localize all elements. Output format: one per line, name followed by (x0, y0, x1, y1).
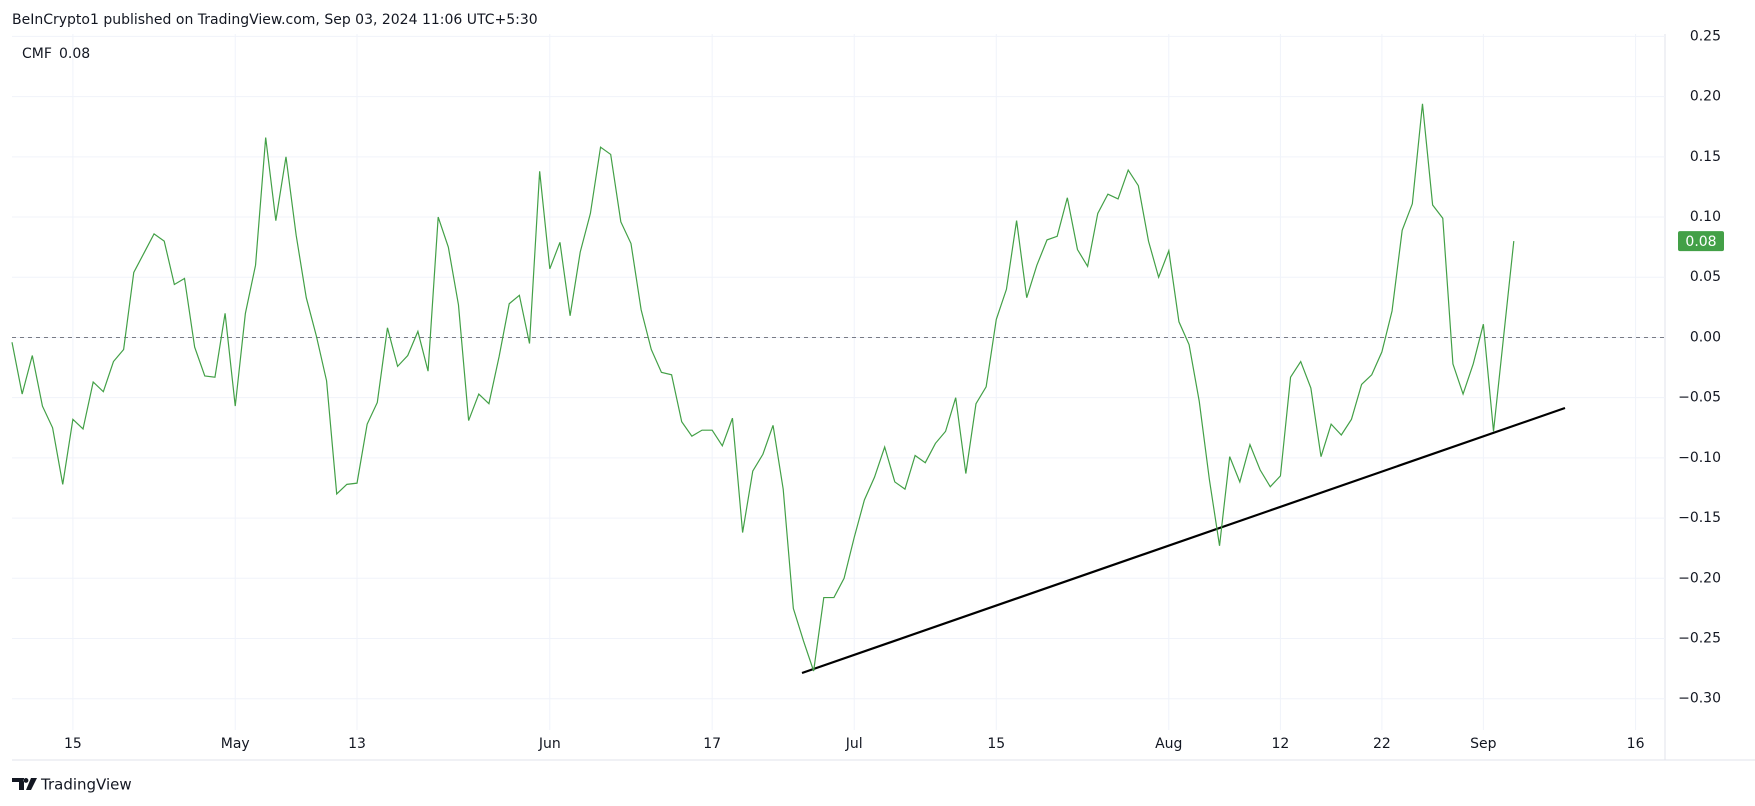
x-tick-label: Jun (538, 736, 561, 752)
y-tick-label: −0.30 (1678, 691, 1721, 707)
legend-value: 0.08 (59, 46, 90, 62)
y-tick-label: −0.20 (1678, 570, 1721, 586)
y-tick-label: 0.20 (1690, 89, 1721, 105)
y-tick-label: −0.10 (1678, 450, 1721, 466)
x-tick-label: 15 (987, 736, 1005, 752)
x-tick-label: 17 (703, 736, 721, 752)
x-tick-label: 16 (1627, 736, 1645, 752)
cmf-line (11, 103, 1515, 672)
x-tick-label: 22 (1373, 736, 1391, 752)
y-tick-label: 0.00 (1690, 329, 1721, 345)
y-tick-label: 0.15 (1690, 149, 1721, 165)
y-tick-label: −0.15 (1678, 510, 1721, 526)
logo (12, 778, 37, 790)
x-tick-label: Aug (1155, 736, 1182, 752)
y-tick-label: 0.25 (1690, 28, 1721, 44)
last-value-badge (1678, 231, 1724, 252)
y-tick-label: 0.05 (1690, 269, 1721, 285)
x-tick-label: 12 (1272, 736, 1290, 752)
grid (12, 34, 1665, 730)
legend-label: CMF (22, 46, 52, 62)
x-tick-label: May (221, 736, 250, 752)
y-tick-label: −0.05 (1678, 390, 1721, 406)
y-tick-label: −0.25 (1678, 630, 1721, 646)
x-tick-label: Sep (1470, 736, 1497, 752)
y-tick-label: 0.10 (1690, 209, 1721, 225)
x-tick-label: Jul (845, 736, 863, 752)
marks (11, 103, 1515, 672)
x-tick-label: 13 (348, 736, 366, 752)
last-value-label: 0.08 (1685, 234, 1716, 250)
trendline (801, 406, 1566, 675)
x-tick-label: 15 (64, 736, 82, 752)
chart-title: BeInCrypto1 published on TradingView.com… (12, 12, 538, 28)
watermark: TradingView (40, 776, 132, 794)
